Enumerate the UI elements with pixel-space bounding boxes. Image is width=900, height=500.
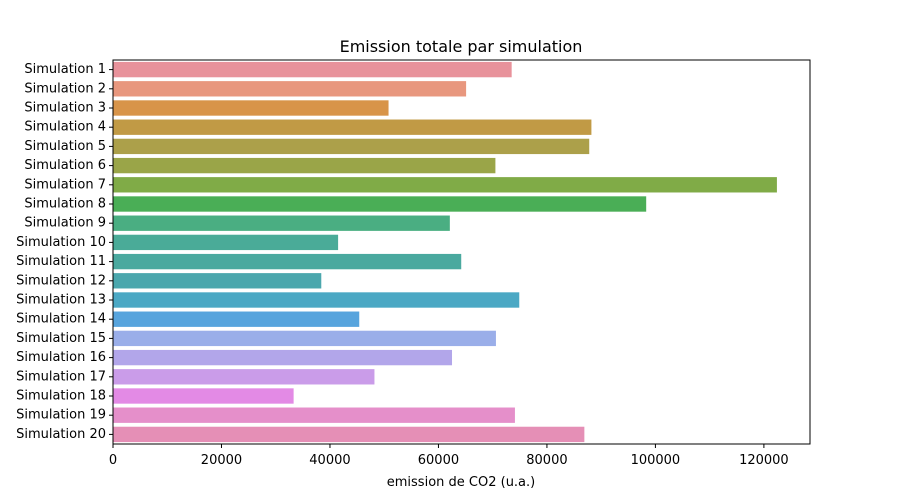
bar-7 (113, 177, 777, 193)
category-label-7: Simulation 7 (24, 177, 106, 192)
bar-12 (113, 273, 322, 289)
bar-11 (113, 253, 462, 270)
bar-6 (113, 157, 496, 174)
category-label-18: Simulation 18 (16, 389, 106, 404)
chart-title: Emission totale par simulation (340, 37, 583, 56)
x-tick-label-20000: 20000 (201, 453, 242, 468)
bar-8 (113, 196, 647, 212)
bar-16 (113, 349, 453, 366)
bar-9 (113, 215, 450, 231)
category-label-9: Simulation 9 (24, 216, 106, 231)
bar-1 (113, 61, 512, 78)
bar-4 (113, 119, 592, 135)
category-label-19: Simulation 19 (16, 408, 106, 423)
bar-3 (113, 100, 389, 116)
x-tick-label-120000: 120000 (739, 453, 789, 468)
category-label-16: Simulation 16 (16, 350, 106, 365)
x-axis-ticks: 0 20000 40000 60000 80000 100000 120000 (109, 444, 789, 468)
bar-17 (113, 369, 375, 385)
category-label-5: Simulation 5 (24, 139, 106, 154)
bar-14 (113, 311, 360, 327)
x-tick-label-40000: 40000 (309, 453, 350, 468)
plot-frame (112, 59, 811, 445)
bar-20 (113, 426, 585, 443)
category-label-17: Simulation 17 (16, 369, 106, 384)
category-label-10: Simulation 10 (16, 235, 106, 250)
bar-10 (113, 234, 339, 251)
bars-group (113, 61, 777, 443)
category-labels: Simulation 1 Simulation 2 Simulation 3 Simu… (16, 62, 113, 442)
category-label-11: Simulation 11 (16, 254, 106, 269)
category-label-15: Simulation 15 (16, 331, 106, 346)
category-label-1: Simulation 1 (24, 62, 106, 77)
bar-15 (113, 330, 496, 347)
x-tick-label-80000: 80000 (526, 453, 567, 468)
bar-2 (113, 81, 467, 97)
category-label-6: Simulation 6 (24, 158, 106, 173)
x-axis-label: emission de CO2 (u.a.) (387, 475, 535, 490)
x-tick-label-0: 0 (109, 453, 117, 468)
x-tick-label-100000: 100000 (631, 453, 681, 468)
category-label-20: Simulation 20 (16, 427, 106, 442)
bar-5 (113, 138, 590, 155)
category-label-14: Simulation 14 (16, 312, 106, 327)
category-label-8: Simulation 8 (24, 197, 106, 212)
category-label-12: Simulation 12 (16, 273, 106, 288)
bar-13 (113, 292, 520, 308)
bar-18 (113, 388, 294, 404)
category-label-3: Simulation 3 (24, 101, 106, 116)
x-tick-label-60000: 60000 (418, 453, 459, 468)
bar-19 (113, 407, 515, 423)
category-label-4: Simulation 4 (24, 120, 106, 135)
category-label-13: Simulation 13 (16, 293, 106, 308)
category-label-2: Simulation 2 (24, 81, 106, 96)
